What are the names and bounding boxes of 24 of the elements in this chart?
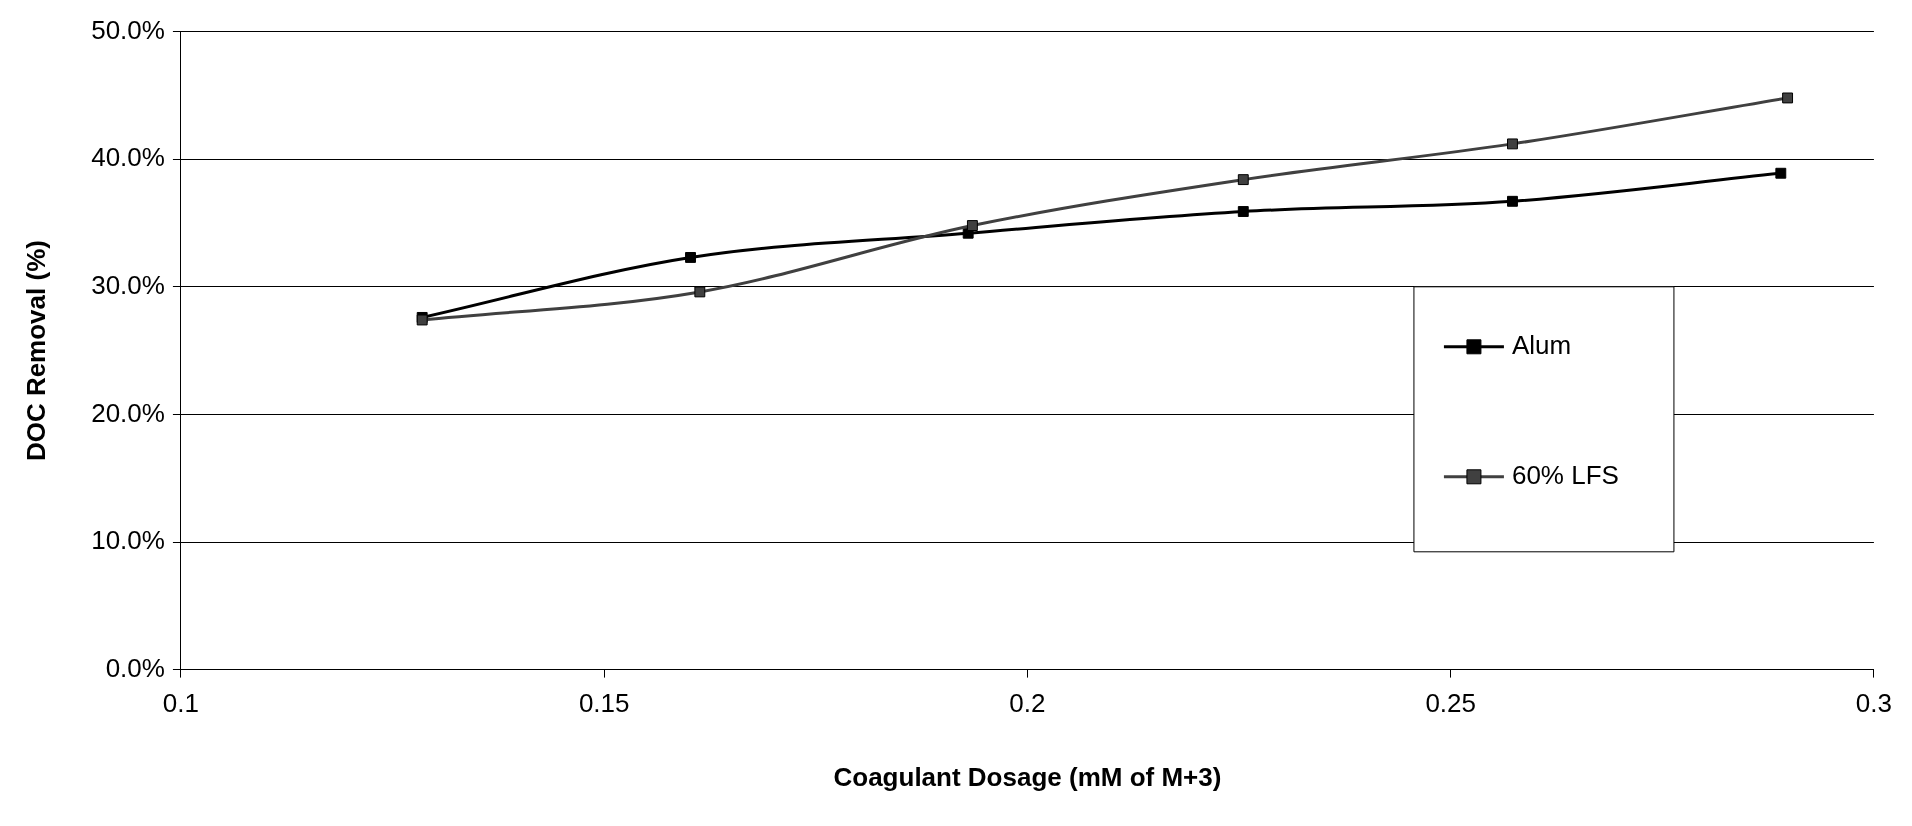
legend-label: 60% LFS	[1511, 459, 1619, 490]
point	[1507, 195, 1518, 207]
point	[694, 286, 706, 298]
y-tick-label: 30.0%	[91, 269, 165, 300]
y-tick-label: 20.0%	[91, 397, 165, 428]
y-tick-label: 50.0%	[91, 14, 165, 45]
y-axis-title: DOC Removal (%)	[20, 240, 51, 462]
point	[966, 220, 978, 231]
x-tick-label: 0.25	[1425, 688, 1476, 719]
y-tick-label: 0.0%	[105, 652, 165, 683]
x-axis-title: Coagulant Dosage (mM of M+3)	[833, 761, 1222, 792]
point	[1782, 92, 1794, 104]
x-tick-label: 0.15	[578, 688, 630, 719]
point	[685, 252, 696, 263]
x-tick-label: 0.3	[1855, 688, 1893, 719]
x-tick-label: 0.1	[162, 688, 199, 719]
point	[1507, 138, 1518, 150]
y-tick-label: 10.0%	[91, 525, 165, 556]
point	[1775, 167, 1787, 179]
point	[1237, 174, 1249, 186]
x-tick-label: 0.2	[1009, 688, 1046, 719]
legend-label: Alum	[1511, 329, 1572, 360]
y-tick-label: 40.0%	[91, 142, 165, 173]
point	[1237, 206, 1249, 217]
